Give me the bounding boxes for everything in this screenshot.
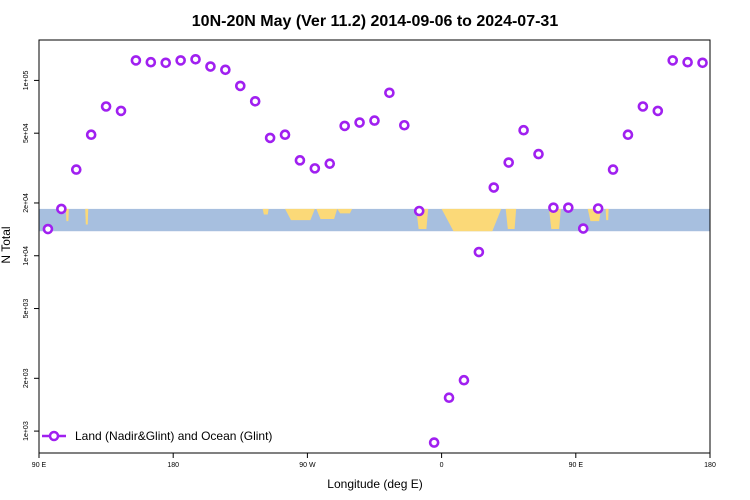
data-point — [85, 129, 97, 141]
data-point — [577, 223, 589, 234]
data-point — [324, 158, 336, 169]
data-point — [637, 101, 649, 112]
data-point — [458, 374, 470, 386]
data-point — [667, 55, 679, 66]
data-point — [518, 124, 529, 136]
data-point — [205, 61, 216, 72]
land-mass — [605, 208, 609, 221]
y-tick-label: 5e+03 — [23, 299, 30, 319]
data-point — [652, 105, 664, 117]
ocean-band — [39, 208, 710, 232]
data-point — [235, 80, 246, 92]
data-point — [130, 55, 142, 66]
land-mass — [505, 208, 517, 229]
data-point — [100, 101, 112, 112]
data-point — [488, 182, 500, 193]
x-axis-label: Longitude (deg E) — [327, 477, 422, 491]
data-point — [503, 157, 515, 168]
x-tick-label: 90 W — [299, 462, 316, 469]
y-tick-label: 1e+05 — [23, 70, 30, 90]
land-mass — [316, 208, 338, 219]
axes: 90 E 180 90 W 0 90 E 180 1e+03 2e+03 5e+03 1e+04 2… — [23, 70, 716, 469]
data-point — [70, 164, 82, 175]
data-point — [384, 87, 395, 99]
data-point — [160, 57, 172, 69]
chart-title: 10N-20N May (Ver 11.2) 2014-09-06 to 202… — [192, 13, 559, 30]
land-mass — [285, 208, 315, 221]
data-point — [56, 203, 67, 215]
legend-label: Land (Nadir&Glint) and Ocean (Glint) — [75, 429, 272, 443]
plot-frame — [38, 39, 711, 454]
x-tick-label: 0 — [440, 462, 444, 469]
y-axis-label: N Total — [0, 226, 13, 263]
land-mass — [262, 208, 269, 215]
data-point — [473, 246, 485, 258]
data-point — [622, 129, 634, 141]
land-mass — [548, 208, 561, 229]
data-point — [115, 105, 127, 117]
data-point — [339, 120, 350, 132]
data-point — [279, 129, 291, 141]
data-point — [607, 164, 619, 175]
data-point — [697, 57, 708, 69]
world-map-band — [39, 208, 710, 232]
data-point — [413, 205, 425, 217]
x-tick-label: 180 — [704, 462, 716, 469]
land-mass — [85, 208, 89, 225]
data-point — [369, 115, 380, 126]
data-point — [175, 55, 186, 66]
data-points — [42, 53, 708, 448]
data-point — [145, 56, 157, 68]
data-point — [42, 223, 54, 235]
data-point — [563, 202, 574, 213]
y-tick-label: 2e+04 — [23, 193, 30, 213]
x-tick-label: 90 E — [32, 462, 47, 469]
y-tick-label: 5e+04 — [23, 123, 30, 143]
data-point — [443, 392, 455, 404]
data-point — [309, 163, 321, 174]
x-tick-label: 180 — [167, 462, 179, 469]
data-point — [399, 119, 410, 131]
data-point — [548, 202, 559, 213]
legend: Land (Nadir&Glint) and Ocean (Glint) — [42, 429, 272, 443]
data-point — [533, 148, 544, 160]
data-point — [190, 53, 201, 65]
y-tick-label: 2e+03 — [23, 368, 30, 388]
y-tick-label: 1e+04 — [23, 246, 30, 266]
data-point — [428, 437, 440, 448]
legend-marker — [48, 430, 60, 442]
data-point — [249, 96, 261, 107]
data-point — [220, 64, 231, 76]
x-tick-label: 90 E — [569, 462, 584, 469]
land-mass — [65, 208, 69, 222]
data-point — [294, 155, 306, 166]
land-mass — [441, 208, 502, 232]
land-mass — [337, 208, 353, 214]
y-tick-label: 1e+03 — [23, 421, 30, 441]
data-point — [264, 132, 276, 144]
data-point — [682, 56, 693, 68]
data-point — [354, 117, 365, 128]
data-point — [592, 203, 604, 214]
